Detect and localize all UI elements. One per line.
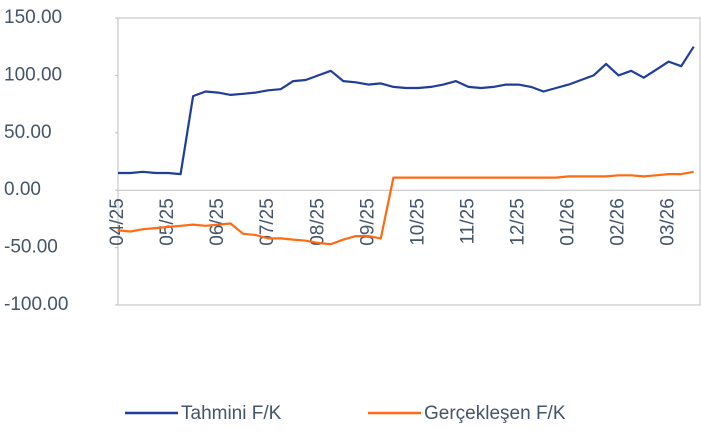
x-tick-label: 07/25 xyxy=(257,198,278,246)
series-line xyxy=(117,170,694,246)
x-tick-label: 04/25 xyxy=(107,198,128,246)
x-tick-label: 06/25 xyxy=(207,198,228,246)
x-tick-label: 05/25 xyxy=(157,198,178,246)
x-tick-label: 12/25 xyxy=(508,198,529,246)
y-tick-label: 150.00 xyxy=(4,7,62,28)
x-tick-label: 08/25 xyxy=(307,198,328,246)
x-tick-label: 09/25 xyxy=(357,198,378,246)
legend-label: Tahmini F/K xyxy=(181,403,282,424)
y-tick-label: -100.00 xyxy=(4,294,68,315)
y-tick-label: 100.00 xyxy=(4,64,62,85)
x-tick-label: 02/26 xyxy=(608,198,629,246)
series-line xyxy=(118,46,695,176)
x-tick-label: 01/26 xyxy=(558,198,579,246)
x-tick-label: 11/25 xyxy=(457,198,478,244)
y-tick-label: -50.00 xyxy=(4,237,58,258)
y-tick-label: 0.00 xyxy=(4,179,41,200)
legend-label: Gerçekleşen F/K xyxy=(424,403,566,424)
y-tick-label: 50.00 xyxy=(4,122,52,143)
plot-frame xyxy=(117,17,701,306)
x-tick-label: 10/25 xyxy=(407,198,428,246)
x-tick-label: 03/26 xyxy=(658,198,679,246)
